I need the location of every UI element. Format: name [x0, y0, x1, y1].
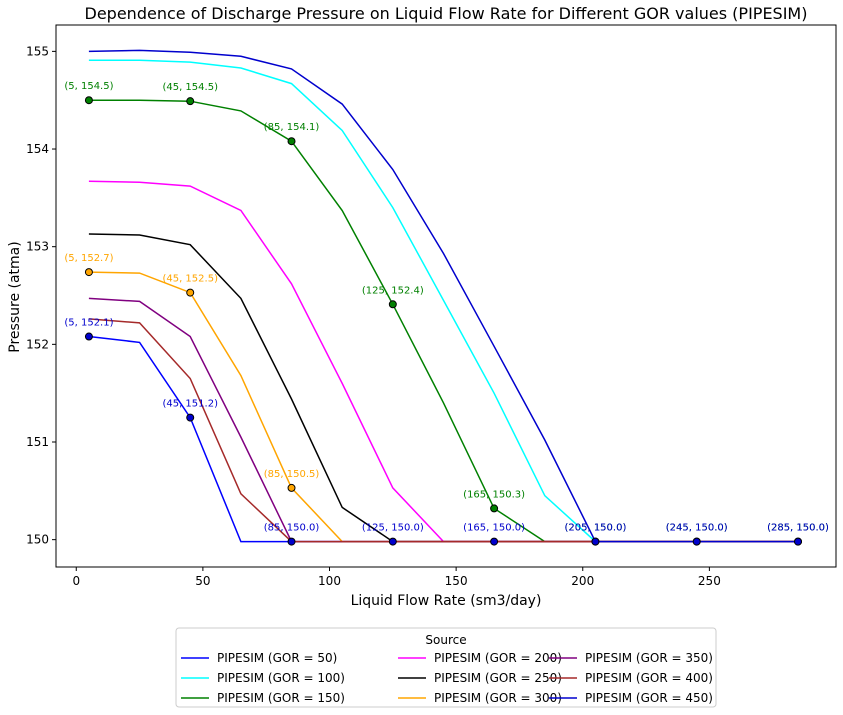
series-line-2	[88, 99, 798, 543]
data-label: (165, 150.3)	[463, 489, 525, 500]
legend-entry: PIPESIM (GOR = 100)	[217, 671, 345, 685]
legend: Source PIPESIM (GOR = 50) PIPESIM (GOR = 1…	[175, 627, 717, 708]
data-point-marker	[186, 97, 195, 106]
x-tick-label: 250	[698, 574, 721, 588]
data-point-marker	[84, 96, 93, 105]
x-tick-label: 100	[318, 574, 341, 588]
legend-entry: PIPESIM (GOR = 200)	[434, 651, 562, 665]
y-tick-label: 151	[26, 435, 49, 449]
data-point-marker	[186, 413, 195, 422]
data-point-marker	[591, 537, 600, 546]
x-tick-label: 200	[571, 574, 594, 588]
legend-box	[175, 627, 717, 708]
data-point-marker	[186, 288, 195, 297]
data-label: (85, 150.5)	[264, 469, 320, 480]
data-label: (125, 150.0)	[362, 523, 424, 534]
series-line-8	[88, 49, 798, 543]
data-point-marker	[84, 268, 93, 277]
data-point-marker	[84, 332, 93, 341]
legend-entry: PIPESIM (GOR = 50)	[217, 651, 337, 665]
y-tick-label: 150	[26, 533, 49, 547]
data-point-marker	[388, 300, 397, 309]
data-point-marker	[490, 504, 499, 513]
series-line-0	[88, 335, 798, 543]
y-tick-label: 155	[26, 44, 49, 58]
legend-entry: PIPESIM (GOR = 400)	[585, 671, 713, 685]
x-tick-label: 50	[195, 574, 210, 588]
series-line-3	[88, 180, 798, 543]
data-label: (165, 150.0)	[463, 523, 525, 534]
legend-entry: PIPESIM (GOR = 300)	[434, 691, 562, 705]
data-label: (5, 152.7)	[64, 253, 113, 264]
data-label: (245, 150.0)	[666, 523, 728, 534]
data-label: (125, 152.4)	[362, 285, 424, 296]
legend-entry: PIPESIM (GOR = 450)	[585, 691, 713, 705]
data-point-marker	[287, 537, 296, 546]
data-label: (285, 150.0)	[767, 523, 829, 534]
data-label: (205, 150.0)	[564, 523, 626, 534]
data-label: (45, 151.2)	[162, 399, 218, 410]
data-point-marker	[287, 137, 296, 146]
data-label: (285, 150.0)	[767, 523, 829, 534]
data-label: (205, 150.0)	[564, 523, 626, 534]
legend-entry: PIPESIM (GOR = 150)	[217, 691, 345, 705]
legend-entry: PIPESIM (GOR = 250)	[434, 671, 562, 685]
chart-title: Dependence of Discharge Pressure on Liqu…	[85, 4, 808, 23]
data-label: (85, 154.1)	[264, 122, 320, 133]
y-tick-label: 154	[26, 142, 49, 156]
data-label: (245, 150.0)	[666, 523, 728, 534]
x-tick-label: 150	[445, 574, 468, 588]
data-point-marker	[490, 537, 499, 546]
plot-area: 0 50 100 150 200 250 150 151 152 153 154 155 (5, 154…	[26, 24, 837, 588]
data-label: (5, 154.5)	[64, 81, 113, 92]
data-label: (45, 152.5)	[162, 274, 218, 285]
series-line-6	[88, 297, 798, 543]
data-label: (85, 150.0)	[264, 523, 320, 534]
data-point-marker	[794, 537, 803, 546]
y-tick-label: 153	[26, 240, 49, 254]
data-point-marker	[287, 483, 296, 492]
y-tick-label: 152	[26, 337, 49, 351]
legend-title: Source	[425, 633, 466, 647]
x-axis-label: Liquid Flow Rate (sm3/day)	[351, 593, 542, 609]
legend-entry: PIPESIM (GOR = 350)	[585, 651, 713, 665]
data-label: (5, 152.1)	[64, 318, 113, 329]
plot-frame	[55, 24, 837, 568]
data-point-marker	[692, 537, 701, 546]
data-point-marker	[388, 537, 397, 546]
x-tick-label: 0	[72, 574, 80, 588]
y-axis-label: Pressure (atma)	[7, 241, 23, 352]
data-label: (45, 154.5)	[162, 82, 218, 93]
